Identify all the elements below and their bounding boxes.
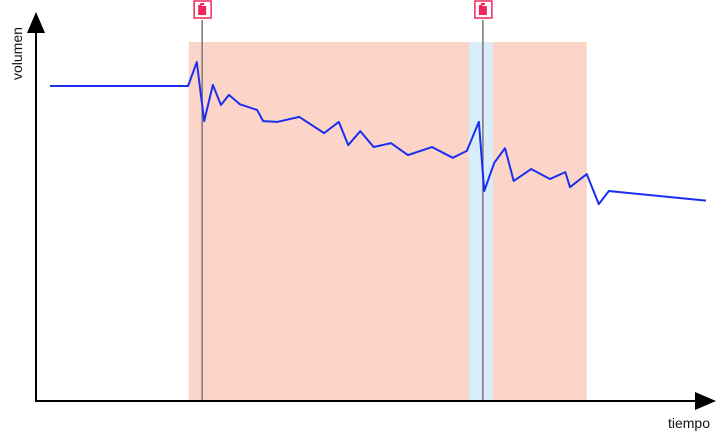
y-axis-label: volumen [9, 27, 25, 80]
shaded-region [189, 42, 587, 401]
x-axis-label: tiempo [668, 415, 710, 431]
shaded-region [469, 42, 493, 401]
y-axis-arrow [27, 12, 45, 33]
x-axis-arrow [695, 392, 716, 410]
